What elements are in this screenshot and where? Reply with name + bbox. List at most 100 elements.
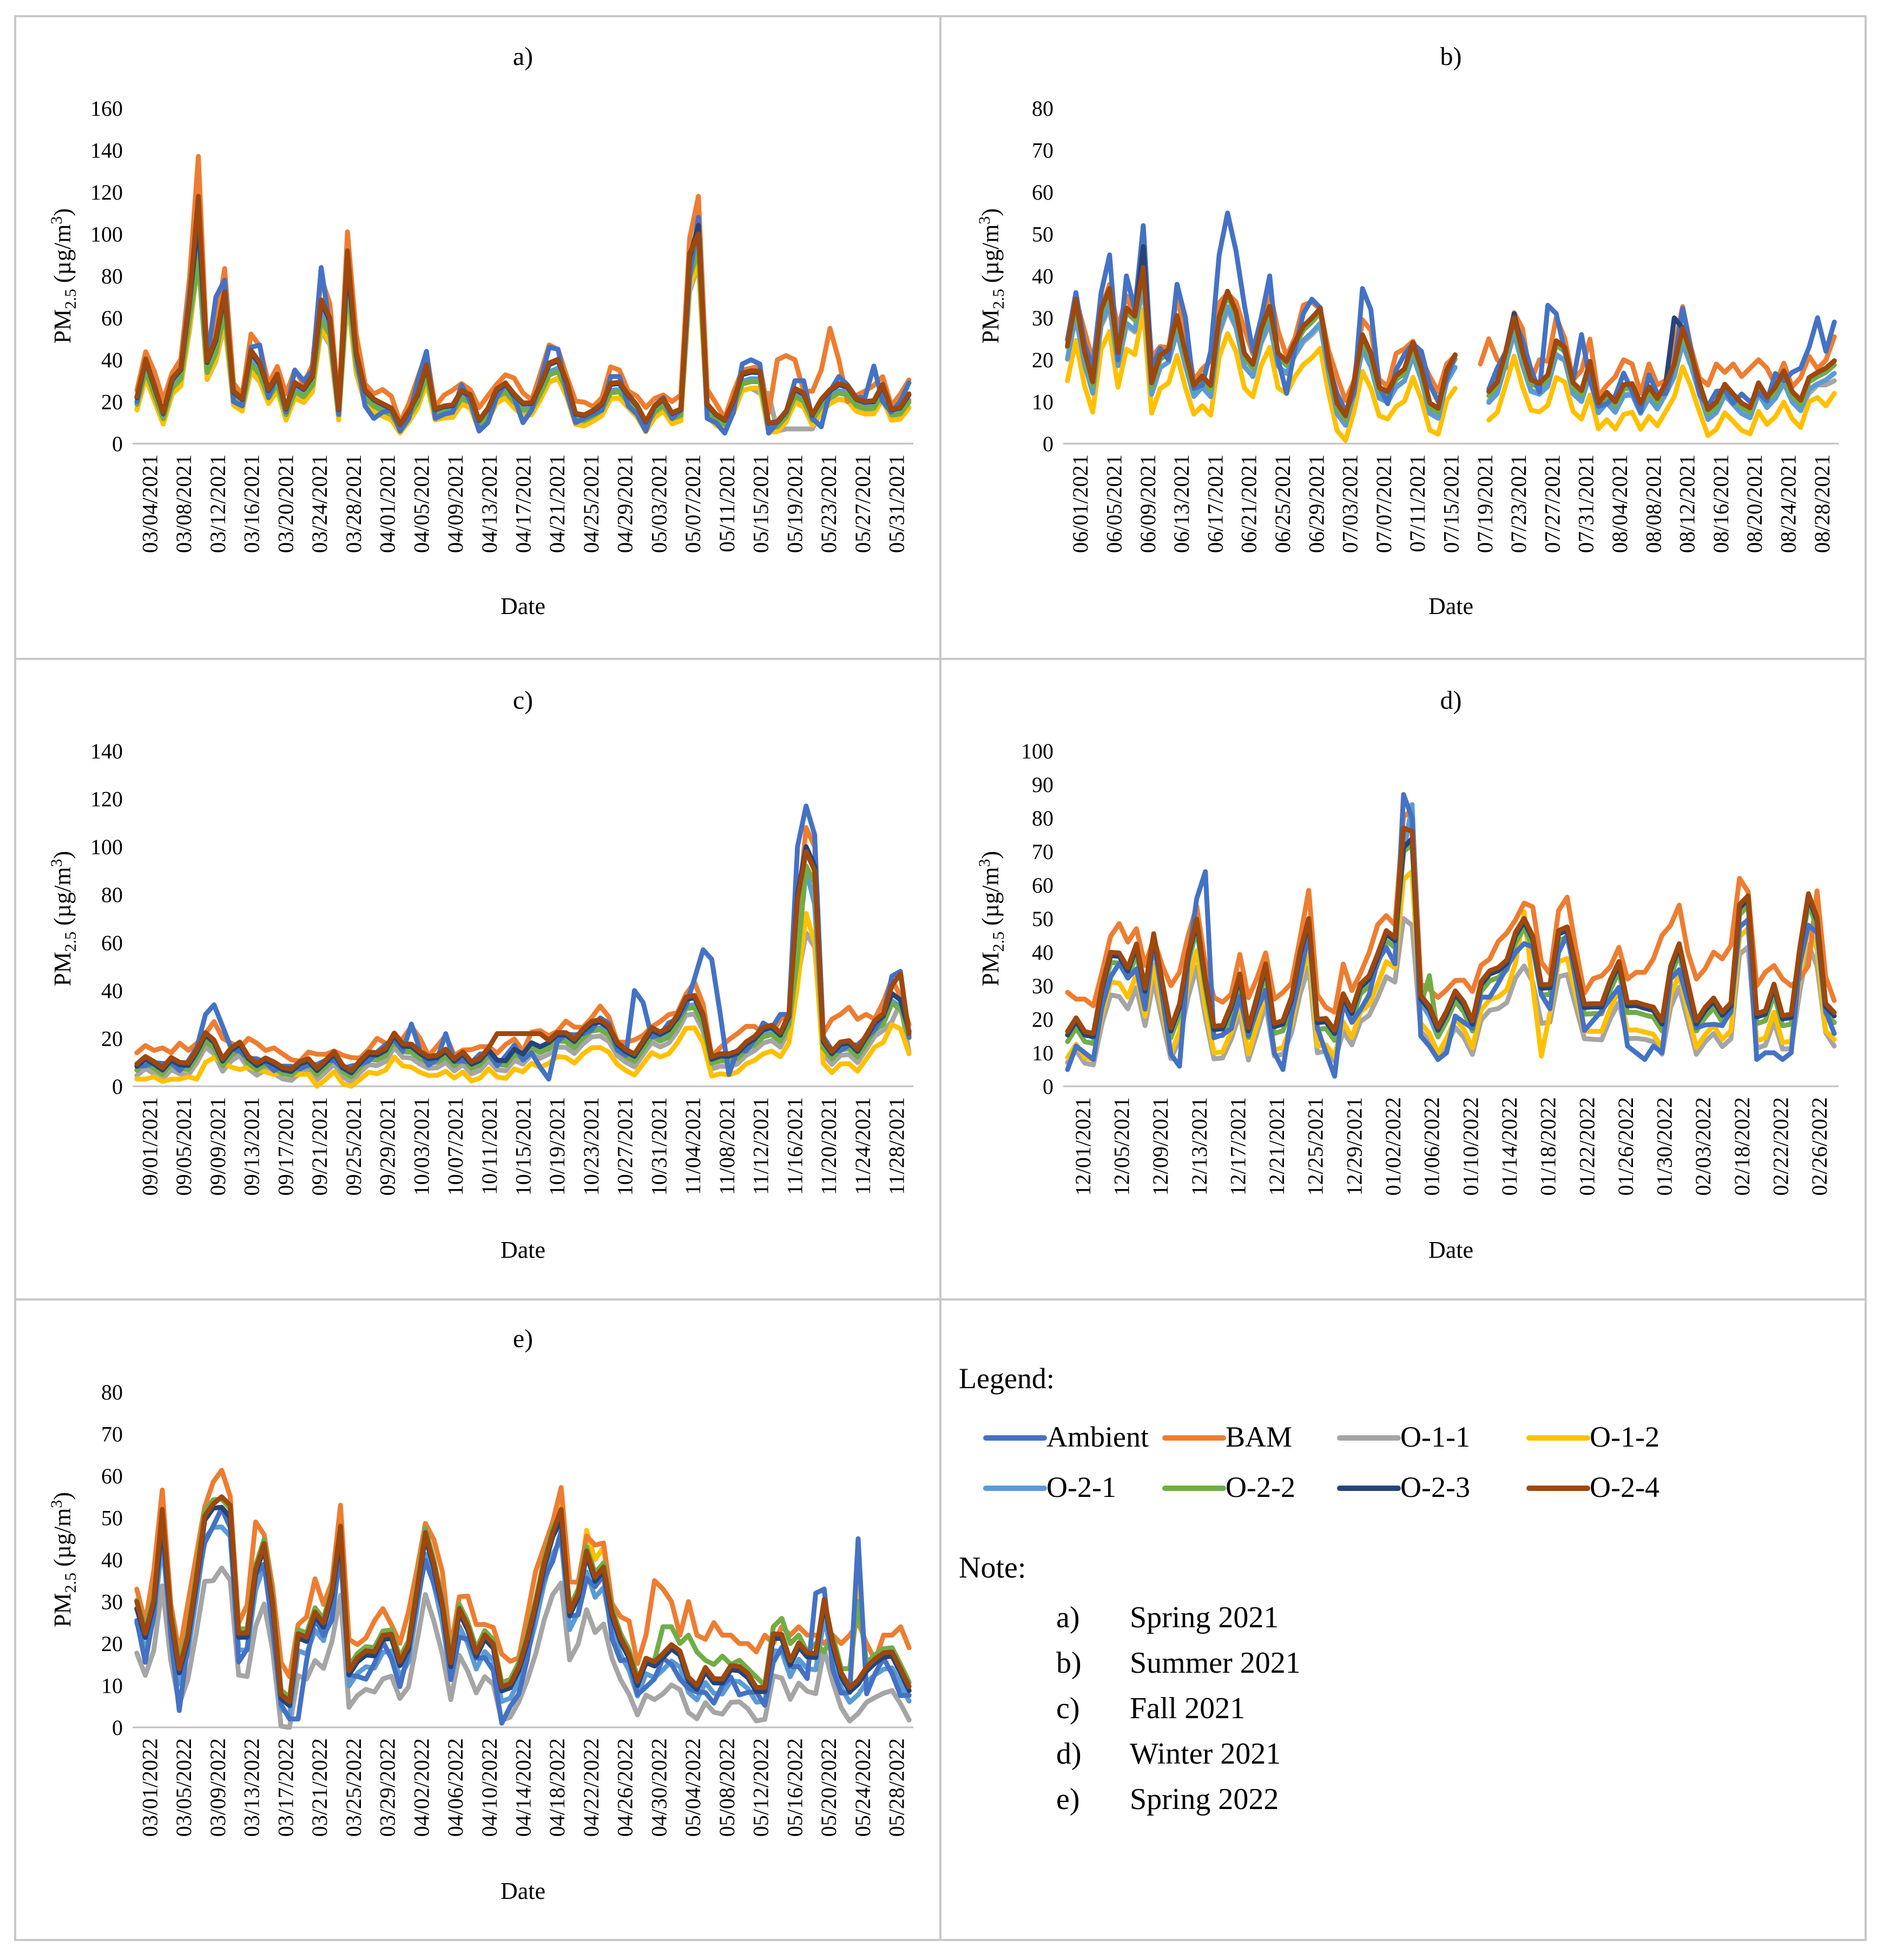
chart-e-x-tick: 03/29/2022 bbox=[376, 1738, 400, 1837]
chart-d-x-title: Date bbox=[1428, 1237, 1473, 1263]
chart-e-x-tick: 03/17/2022 bbox=[273, 1738, 298, 1837]
chart-a-y-tick: 60 bbox=[101, 306, 123, 331]
chart-e-x-tick: 04/18/2022 bbox=[545, 1738, 569, 1837]
chart-d-x-tick: 12/17/2021 bbox=[1226, 1097, 1250, 1196]
chart-c-x-tick: 09/21/2021 bbox=[307, 1097, 332, 1196]
chart-c-y-tick: 80 bbox=[101, 883, 123, 907]
chart-c-x-tick: 10/15/2021 bbox=[511, 1097, 536, 1196]
chart-b-y-tick: 40 bbox=[1032, 264, 1053, 288]
chart-e-x-tick: 04/06/2022 bbox=[443, 1738, 467, 1837]
chart-c-y-tick: 20 bbox=[101, 1026, 123, 1051]
panel-a-frame bbox=[14, 15, 941, 660]
chart-b-y-tick: 30 bbox=[1032, 306, 1053, 331]
chart-d-x-tick: 12/13/2021 bbox=[1187, 1097, 1211, 1196]
chart-b-y-tick: 50 bbox=[1032, 222, 1053, 247]
legend-label-o-1-1: O-1-1 bbox=[1400, 1421, 1470, 1453]
chart-c-series-o-2-4 bbox=[134, 849, 912, 1073]
chart-a-x-tick: 05/23/2021 bbox=[816, 454, 841, 553]
chart-e-x-tick: 03/25/2022 bbox=[341, 1738, 366, 1837]
chart-b-x-tick: 07/11/2021 bbox=[1405, 454, 1430, 552]
chart-e-y-tick: 30 bbox=[101, 1590, 123, 1614]
chart-a-x-tick: 04/01/2021 bbox=[376, 454, 400, 553]
chart-e-x-tick: 05/08/2022 bbox=[715, 1738, 739, 1837]
panel-legend-frame bbox=[939, 1298, 1867, 1941]
chart-b-x-tick: 06/29/2021 bbox=[1304, 454, 1328, 553]
note-title: Note: bbox=[959, 1551, 1026, 1585]
chart-a-x-title: Date bbox=[500, 593, 545, 619]
chart-e-y-title: PM2.5 (µg/m3) bbox=[48, 1492, 80, 1627]
chart-b-y-tick: 70 bbox=[1032, 138, 1053, 163]
note-text-b: Summer 2021 bbox=[1130, 1646, 1301, 1680]
chart-a-x-tick: 04/21/2021 bbox=[545, 454, 569, 553]
chart-a-y-tick: 140 bbox=[90, 138, 123, 163]
chart-d-y-tick: 50 bbox=[1032, 907, 1053, 931]
chart-a-x-tick: 03/24/2021 bbox=[307, 454, 332, 553]
chart-b-y-tick: 0 bbox=[1043, 432, 1053, 456]
chart-c-title: c) bbox=[513, 686, 533, 715]
chart-d-x-tick: 12/09/2021 bbox=[1148, 1097, 1173, 1196]
chart-c: c) 0 20 40 60 80 100 120 140 09/01/2021 09/05/2021… bbox=[48, 686, 913, 1263]
chart-e-x-tick: 03/21/2022 bbox=[307, 1738, 332, 1837]
note-letter-d: d) bbox=[1056, 1737, 1082, 1771]
chart-a-x-tick: 03/04/2021 bbox=[137, 454, 162, 553]
note-text-c: Fall 2021 bbox=[1130, 1692, 1245, 1725]
chart-d-y-tick: 30 bbox=[1032, 974, 1053, 998]
legend-label-o-2-4: O-2-4 bbox=[1590, 1471, 1659, 1503]
chart-d-y-tick: 0 bbox=[1043, 1074, 1053, 1099]
chart-d-x-tick: 01/18/2022 bbox=[1536, 1097, 1560, 1196]
chart-a-x-tick: 03/28/2021 bbox=[341, 454, 366, 553]
chart-d-y-tick: 80 bbox=[1032, 806, 1053, 830]
chart-d-x-tick: 01/10/2022 bbox=[1458, 1097, 1483, 1196]
chart-a-x-tick: 04/25/2021 bbox=[579, 454, 603, 553]
chart-e-x-tick: 04/26/2022 bbox=[613, 1738, 637, 1837]
chart-d: d) 0 10 20 30 40 50 60 70 80 90 100 12/01/2021 12/05/… bbox=[976, 686, 1839, 1263]
chart-d-y-tick: 100 bbox=[1021, 739, 1053, 763]
chart-b-x-tick: 06/25/2021 bbox=[1270, 454, 1295, 553]
chart-b-x-tick: 06/05/2021 bbox=[1102, 454, 1126, 553]
chart-c-y-tick: 140 bbox=[90, 739, 123, 763]
chart-b-x-tick: 08/28/2021 bbox=[1810, 454, 1834, 553]
chart-c-x-tick: 09/05/2021 bbox=[172, 1097, 196, 1196]
chart-b-series-o-1-2 bbox=[1065, 307, 1837, 443]
chart-b-x-title: Date bbox=[1428, 593, 1473, 619]
chart-c-x-tick: 11/04/2021 bbox=[681, 1097, 705, 1195]
chart-c-x-tick: 11/12/2021 bbox=[749, 1097, 773, 1195]
chart-c-x-tick: 09/09/2021 bbox=[206, 1097, 230, 1196]
chart-e-x-tick: 03/13/2022 bbox=[240, 1738, 264, 1837]
chart-d-x-tick: 12/05/2021 bbox=[1109, 1097, 1134, 1196]
chart-d-y-tick: 40 bbox=[1032, 940, 1053, 965]
chart-c-y-tick: 100 bbox=[90, 835, 123, 859]
legend-items: Ambient BAM O-1-1 O-1-2 O-2-1 O-2-2 O-2-3 O-2-4 bbox=[983, 1421, 1659, 1503]
chart-a-x-tick: 05/03/2021 bbox=[647, 454, 671, 553]
chart-e-x-tick: 04/02/2022 bbox=[409, 1738, 433, 1837]
chart-e-x-tick: 04/30/2022 bbox=[647, 1738, 671, 1837]
chart-a-x-tick: 04/17/2021 bbox=[511, 454, 536, 553]
legend: Legend: Ambient BAM O-1-1 O-1-2 O-2-1 O-2-2 O-… bbox=[959, 1362, 1659, 1503]
chart-a-title: a) bbox=[513, 42, 533, 71]
note-text-d: Winter 2021 bbox=[1130, 1737, 1281, 1771]
legend-label-o-2-2: O-2-2 bbox=[1226, 1471, 1295, 1503]
chart-c-x-tick: 10/23/2021 bbox=[579, 1097, 603, 1196]
chart-e-series-o-2-4 bbox=[134, 1494, 912, 1704]
chart-c-y-tick: 60 bbox=[101, 930, 123, 955]
chart-c-x-tick: 10/31/2021 bbox=[647, 1097, 671, 1196]
chart-d-x-tick: 01/30/2022 bbox=[1652, 1097, 1677, 1196]
chart-a-y-tick: 40 bbox=[101, 348, 123, 372]
chart-e-x-tick: 03/05/2022 bbox=[172, 1738, 196, 1837]
chart-a-series-o-2-4 bbox=[134, 194, 912, 427]
chart-b-y-tick: 60 bbox=[1032, 180, 1053, 204]
chart-e-series-o-1-1 bbox=[134, 1566, 912, 1730]
chart-d-series-ambient bbox=[1065, 792, 1837, 1079]
chart-e: e) 0 10 20 30 40 50 60 70 80 03/01/2022 03/05/2022 0… bbox=[48, 1324, 913, 1904]
chart-b-x-tick: 07/19/2021 bbox=[1473, 454, 1497, 553]
legend-label-o-2-3: O-2-3 bbox=[1400, 1471, 1470, 1503]
chart-a-x-tick: 04/29/2021 bbox=[613, 454, 637, 553]
chart-a-y-tick: 160 bbox=[90, 96, 123, 121]
legend-label-o-1-2: O-1-2 bbox=[1590, 1421, 1659, 1453]
chart-c-x-tick: 11/08/2021 bbox=[715, 1097, 739, 1195]
chart-c-x-tick: 09/17/2021 bbox=[273, 1097, 298, 1196]
chart-e-x-tick: 05/28/2022 bbox=[885, 1738, 909, 1837]
chart-a-x-tick: 04/09/2021 bbox=[443, 454, 467, 553]
panel-d-frame bbox=[939, 658, 1867, 1301]
chart-d-x-tick: 12/29/2021 bbox=[1342, 1097, 1366, 1196]
